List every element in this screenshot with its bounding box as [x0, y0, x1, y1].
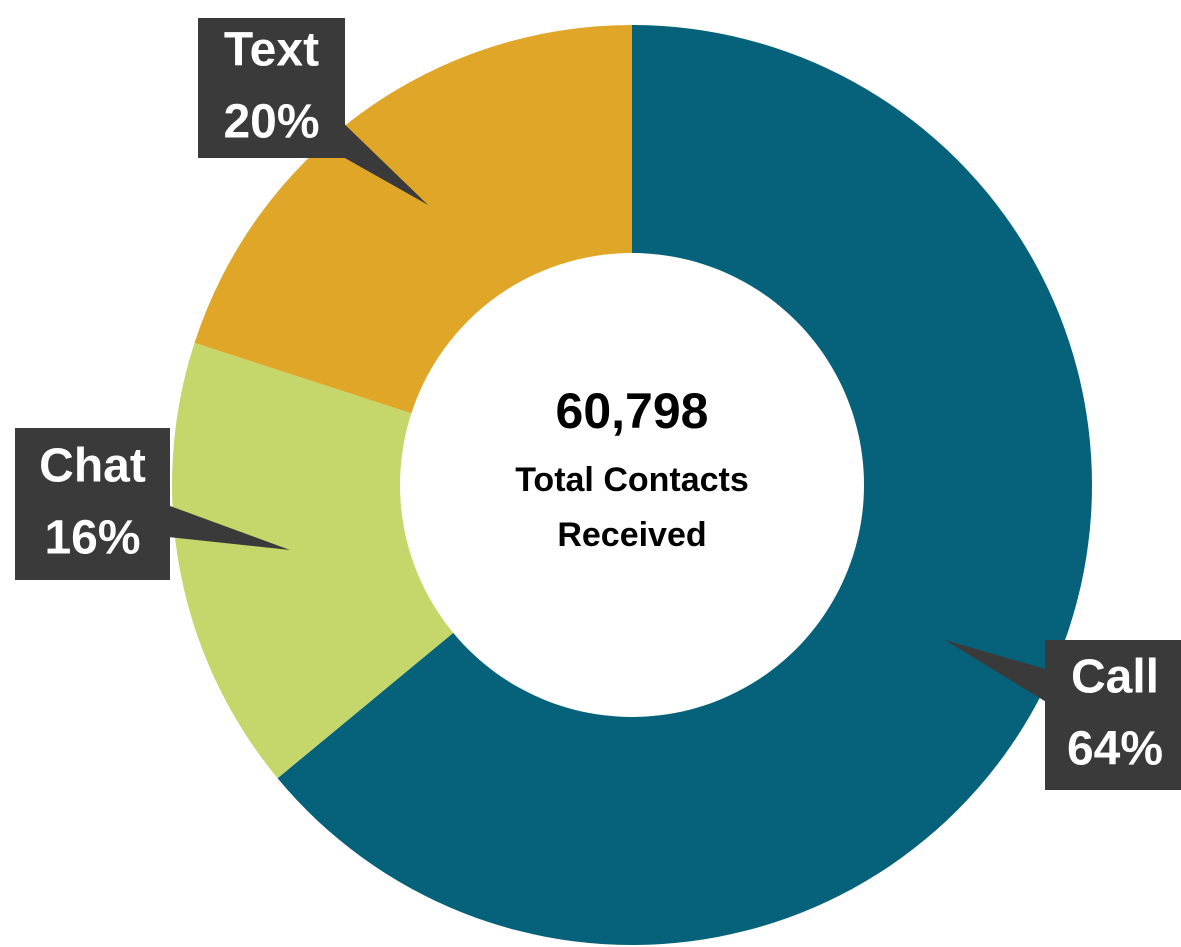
- slice-value-label: 64%: [1067, 723, 1163, 776]
- slice-label: Text: [224, 24, 319, 77]
- donut-slice: [194, 25, 632, 414]
- callout-box: [15, 428, 170, 580]
- donut-slice: [171, 342, 454, 779]
- callout-box: [1045, 640, 1181, 790]
- center-total: 60,798: [556, 383, 709, 439]
- slice-value-label: 20%: [223, 96, 319, 149]
- slice-label: Call: [1071, 651, 1159, 704]
- slice-value-label: 16%: [44, 512, 140, 565]
- center-text: Received: [557, 516, 706, 554]
- center-text: Total Contacts: [515, 461, 749, 499]
- slice-label: Chat: [39, 440, 146, 493]
- callout-box: [198, 18, 345, 158]
- donut-slice: [277, 25, 1092, 945]
